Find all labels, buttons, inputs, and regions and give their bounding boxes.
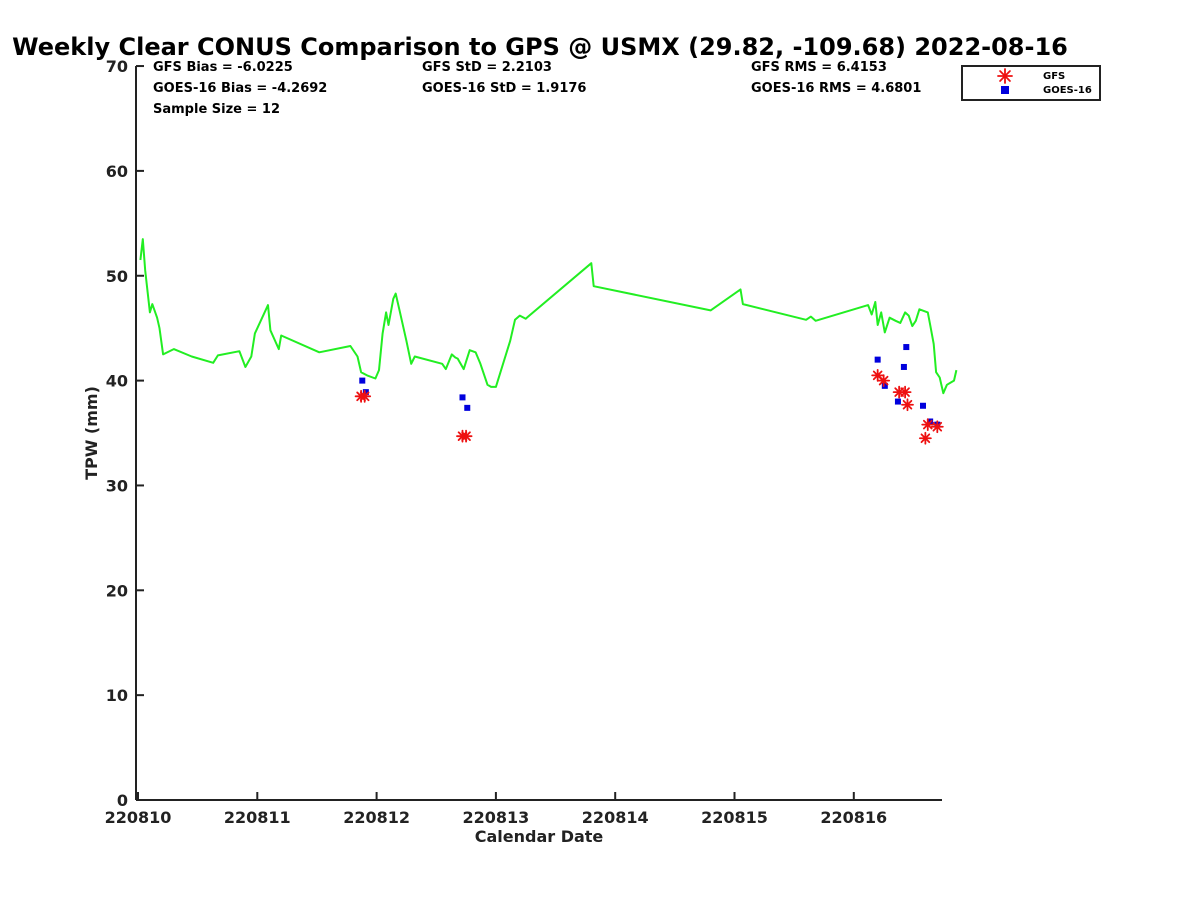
y-tick-label: 0 (117, 791, 128, 810)
y-tick-label: 70 (106, 57, 128, 76)
gfs-point (930, 420, 944, 434)
goes-rms-label: GOES-16 RMS = 4.6801 (751, 81, 921, 96)
y-tick-label: 60 (106, 162, 128, 181)
goes-point (359, 377, 366, 384)
gfs-bias-label: GFS Bias = -6.0225 (153, 60, 293, 75)
gfs-point (877, 374, 891, 388)
goes-point (459, 394, 466, 401)
gfs-rms-label: GFS RMS = 6.4153 (751, 60, 887, 75)
gps-series-line (139, 238, 958, 395)
gfs-point (871, 368, 885, 382)
gfs-point (358, 389, 372, 403)
gfs-point (921, 418, 935, 432)
goes-point (464, 404, 471, 411)
goes-point (362, 389, 369, 396)
legend-goes-label: GOES-16 (1043, 85, 1092, 96)
chart-title: Weekly Clear CONUS Comparison to GPS @ U… (12, 33, 1068, 61)
x-tick-label: 220816 (820, 808, 887, 827)
x-tick-label: 220812 (343, 808, 410, 827)
legend-goes-marker (1001, 86, 1009, 94)
plot-area (139, 238, 958, 445)
gfs-point (901, 398, 914, 412)
y-axis-ticks: 0 10 20 30 40 50 60 70 (106, 57, 144, 810)
legend-gfs-marker (997, 68, 1013, 84)
y-tick-label: 10 (106, 686, 128, 705)
legend: GFS GOES-16 (961, 65, 1101, 101)
goes-point (903, 344, 910, 351)
x-tick-label: 220815 (701, 808, 768, 827)
x-tick-label: 220810 (105, 808, 172, 827)
gfs-point (898, 385, 912, 399)
y-tick-label: 30 (106, 476, 128, 495)
y-tick-label: 20 (106, 581, 128, 600)
x-tick-label: 220813 (463, 808, 530, 827)
legend-box (961, 65, 1101, 101)
x-axis-ticks: 220810 220811 220812 220813 220814 220815 2208… (105, 792, 887, 827)
sample-size-label: Sample Size = 12 (153, 102, 280, 117)
y-tick-label: 40 (106, 372, 128, 391)
goes-std-label: GOES-16 StD = 1.9176 (422, 81, 586, 96)
y-tick-label: 50 (106, 267, 128, 286)
goes-bias-label: GOES-16 Bias = -4.2692 (153, 81, 327, 96)
goes-point (919, 402, 926, 409)
goes-point (881, 382, 888, 389)
goes-point (874, 356, 881, 363)
gfs-std-label: GFS StD = 2.2103 (422, 60, 552, 75)
legend-gfs-label: GFS (1043, 71, 1065, 82)
goes-point (900, 363, 907, 370)
goes-point (894, 398, 901, 405)
y-axis-label: TPW (mm) (82, 386, 101, 480)
legend-gfs-asterisk (997, 68, 1013, 84)
gfs-point (918, 431, 932, 445)
x-tick-label: 220811 (224, 808, 291, 827)
x-axis-label: Calendar Date (475, 827, 604, 846)
gfs-point (459, 429, 473, 443)
x-tick-label: 220814 (582, 808, 649, 827)
